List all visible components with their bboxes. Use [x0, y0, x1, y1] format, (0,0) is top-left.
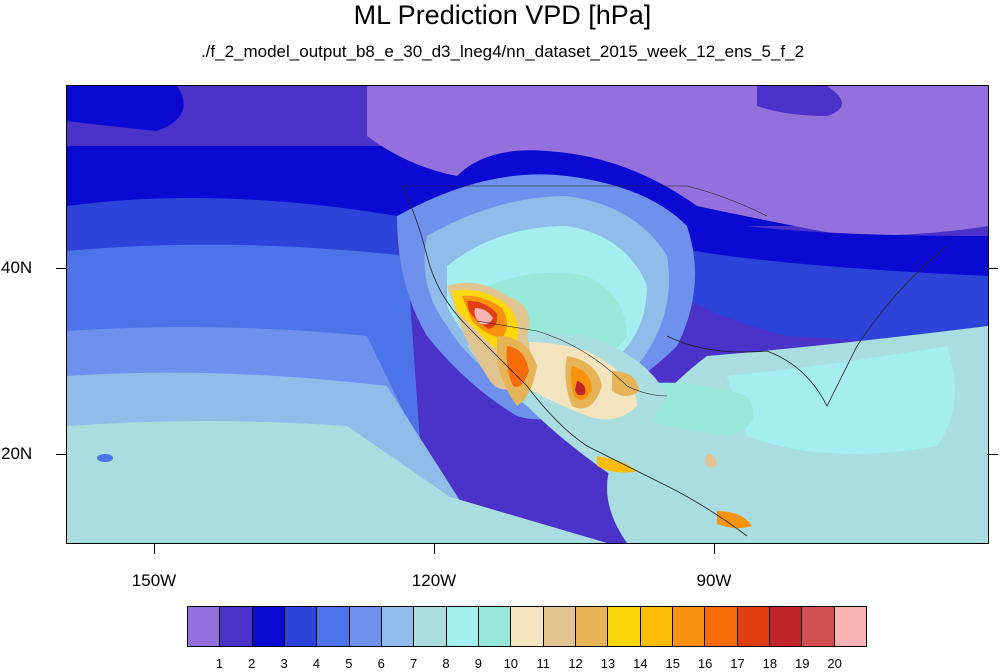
colorbar-label: 3 — [280, 656, 288, 671]
colorbar-swatch — [349, 607, 382, 646]
colorbar-label: 13 — [600, 656, 616, 671]
colorbar-swatch — [478, 607, 512, 646]
colorbar-swatch — [284, 607, 318, 646]
colorbar-swatch — [381, 607, 415, 646]
colorbar-label: 14 — [633, 656, 648, 671]
lat-label-20n: 20N — [1, 444, 33, 463]
colorbar-swatch — [608, 607, 641, 646]
colorbar-label: 9 — [474, 656, 483, 671]
colorbar-swatch — [252, 607, 285, 646]
colorbar-label: 16 — [697, 656, 713, 671]
colorbar-swatch — [414, 607, 447, 646]
vpd-map — [67, 86, 988, 543]
lat-tick — [56, 268, 67, 269]
lat-label-40n: 40N — [1, 258, 33, 277]
colorbar-swatch — [317, 607, 350, 646]
colorbar-label: 15 — [665, 656, 680, 671]
colorbar-swatch — [834, 607, 866, 646]
lat-tick — [987, 454, 998, 455]
colorbar-swatch — [737, 607, 770, 646]
lon-label-90w: 90W — [696, 571, 732, 590]
colorbar-swatch — [705, 607, 738, 646]
colorbar-swatch — [188, 607, 221, 646]
colorbar-swatch — [511, 607, 544, 646]
colorbar-label: 17 — [730, 656, 745, 671]
lat-tick — [987, 268, 998, 269]
colorbar-swatch — [640, 607, 673, 646]
lat-tick — [56, 454, 67, 455]
colorbar-swatch — [802, 607, 835, 646]
colorbar-label: 11 — [536, 656, 550, 671]
lon-label-150w: 150W — [131, 571, 177, 590]
map-title: ML Prediction VPD [hPa] — [353, 0, 652, 30]
colorbar-label: 20 — [827, 656, 842, 671]
colorbar-swatch — [672, 607, 706, 646]
colorbar-swatch — [543, 607, 576, 646]
lon-tick — [714, 543, 715, 554]
colorbar-label: 5 — [345, 656, 353, 671]
colorbar-swatch — [769, 607, 803, 646]
lon-tick — [434, 543, 435, 554]
lon-tick — [154, 543, 155, 554]
colorbar-label: 12 — [568, 656, 583, 671]
colorbar-label: 19 — [795, 656, 810, 671]
colorbar-label: 4 — [312, 656, 321, 671]
lon-label-120w: 120W — [411, 571, 457, 590]
colorbar-label: 8 — [442, 656, 450, 671]
map-subtitle: ./f_2_model_output_b8_e_30_d3_lneg4/nn_d… — [200, 42, 805, 61]
colorbar-swatch — [446, 607, 479, 646]
colorbar-label: 1 — [215, 656, 223, 671]
colorbar-swatch — [575, 607, 609, 646]
colorbar-label: 18 — [762, 656, 778, 671]
vpd-field — [67, 86, 988, 543]
colorbar — [187, 606, 867, 647]
colorbar-label: 6 — [377, 656, 385, 671]
colorbar-swatch — [220, 607, 253, 646]
colorbar-label: 2 — [248, 656, 256, 671]
colorbar-label: 7 — [410, 656, 418, 671]
colorbar-label: 10 — [503, 656, 519, 671]
